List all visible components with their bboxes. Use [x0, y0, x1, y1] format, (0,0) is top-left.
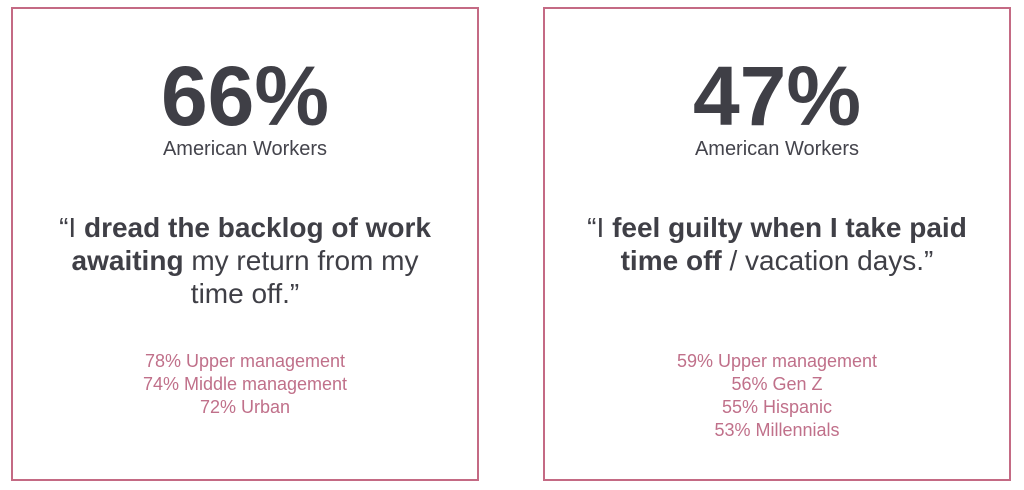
stat-card-guilt: 47% American Workers “I feel guilty when… — [543, 7, 1011, 481]
quote: “I dread the backlog of work awaiting my… — [53, 211, 437, 310]
stat-line: 74% Middle management — [142, 374, 348, 394]
quote-part: “I — [59, 212, 84, 243]
percent-value: 66% — [160, 49, 330, 143]
stat-line: 56% Gen Z — [731, 374, 823, 394]
demographic-stats: 78% Upper management 74% Middle manageme… — [13, 350, 477, 419]
demographic-stats: 59% Upper management 56% Gen Z 55% Hispa… — [545, 350, 1009, 442]
quote-part: / vacation days.” — [721, 245, 934, 276]
quote-part-bold: feel guilty when I take paid time off — [612, 212, 967, 276]
quote: “I feel guilty when I take paid time off… — [585, 211, 969, 277]
stat-line: 55% Hispanic — [721, 397, 833, 417]
stat-line: 72% Urban — [199, 397, 291, 417]
quote-part: my return from my time off.” — [183, 245, 419, 309]
percent-value: 47% — [692, 49, 862, 143]
population-label: American Workers — [162, 138, 328, 160]
quote-part: “I — [587, 212, 613, 243]
stat-line: 53% Millennials — [714, 420, 840, 440]
quote-part-bold: dread the backlog of work awaiting — [71, 212, 431, 276]
stat-line: 78% Upper management — [144, 351, 346, 371]
stat-line: 59% Upper management — [676, 351, 878, 371]
population-label: American Workers — [694, 138, 860, 160]
stat-card-backlog: 66% American Workers “I dread the backlo… — [11, 7, 479, 481]
